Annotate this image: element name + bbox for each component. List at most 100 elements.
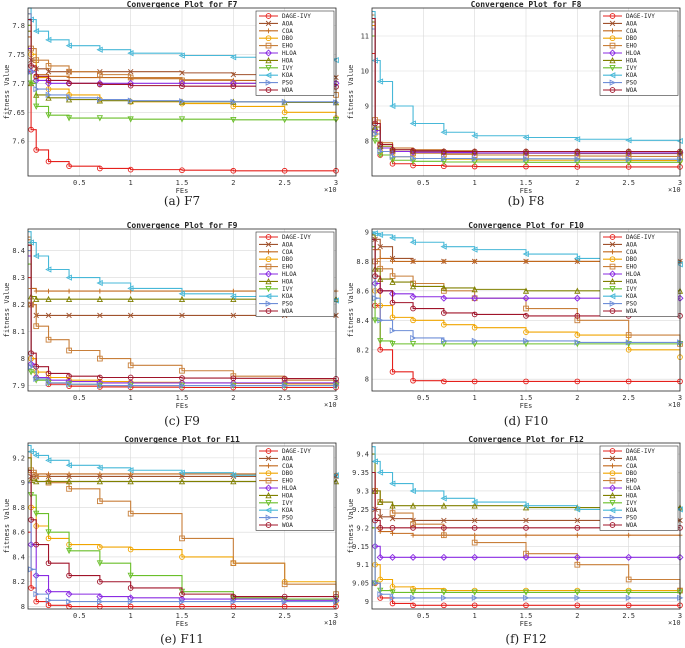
data-point xyxy=(66,312,72,319)
legend-item-hoa: HOA xyxy=(259,277,293,285)
data-point xyxy=(389,234,396,241)
y-tick-label: 7.8 xyxy=(12,22,25,30)
series-line xyxy=(372,453,680,509)
x-axis-label: FEs xyxy=(520,187,533,195)
legend-marker xyxy=(610,249,615,255)
data-point xyxy=(471,148,478,155)
y-tick-label: 9.05 xyxy=(352,580,369,588)
legend-label: DBO xyxy=(282,470,293,477)
data-point xyxy=(97,75,103,80)
data-point xyxy=(389,327,396,334)
data-point xyxy=(66,598,73,605)
y-tick-label: 9.2 xyxy=(356,524,369,532)
x-tick-label: 3 xyxy=(678,179,682,187)
legend-item-woa: WOA xyxy=(603,87,637,94)
y-tick-label: 8.8 xyxy=(12,504,25,512)
data-point xyxy=(66,94,73,101)
data-point xyxy=(389,341,396,348)
y-tick-label: 9 xyxy=(365,103,369,111)
legend-label: WOA xyxy=(282,308,293,315)
legend-label: COA xyxy=(282,249,293,256)
x-tick-label: 3 xyxy=(334,394,338,402)
series-line xyxy=(372,446,680,510)
legend-label: DBO xyxy=(626,256,637,263)
legend-label: WOA xyxy=(626,308,637,315)
y-tick-label: 8 xyxy=(365,138,369,146)
x-tick-label: 0.5 xyxy=(417,179,430,187)
legend-marker xyxy=(609,72,616,79)
legend-marker xyxy=(609,20,616,27)
data-point xyxy=(33,591,40,598)
data-point xyxy=(441,378,447,385)
data-point xyxy=(127,295,134,303)
y-tick-label: 8.6 xyxy=(356,287,369,295)
data-point xyxy=(409,487,416,495)
legend-item-hoa: HOA xyxy=(603,491,637,499)
chart-panel-f11: 8 8.2 8.4 8.6 8.8 9 9.2 0.5 1 1.5 2 2.5 3 Convergence… xyxy=(3,435,340,646)
data-point xyxy=(625,156,633,163)
data-point xyxy=(97,598,104,605)
y-tick-label: 7.65 xyxy=(8,109,25,117)
chart-title: Convergence Plot for F8 xyxy=(471,0,582,9)
data-point xyxy=(377,338,384,345)
data-point xyxy=(410,317,416,324)
data-point xyxy=(574,561,581,568)
data-point xyxy=(410,532,416,538)
data-point xyxy=(522,589,530,596)
data-point xyxy=(389,600,396,607)
data-point xyxy=(127,477,134,485)
panel-caption: (a) F7 xyxy=(164,194,200,208)
x-tick-label: 1.5 xyxy=(520,394,533,402)
data-point xyxy=(372,517,378,524)
legend-item-woa: WOA xyxy=(603,522,637,529)
legend-item-aoa: AOA xyxy=(603,20,637,27)
legend-label: COA xyxy=(626,249,637,256)
legend-item-koa: KOA xyxy=(259,507,293,514)
legend-label: PSO xyxy=(626,515,637,522)
legend-marker xyxy=(609,87,616,93)
data-point xyxy=(574,378,581,385)
legend-marker xyxy=(265,514,272,521)
legend-item-dage-ivy: DAGE-IVY xyxy=(603,448,655,455)
data-point xyxy=(574,332,581,338)
legend-label: HOA xyxy=(282,492,293,499)
legend-marker xyxy=(609,241,616,248)
legend-item-pso: PSO xyxy=(603,300,637,308)
chart-panel-f12: 9 9.05 9.1 9.15 9.2 9.25 9.3 9.35 9.4 0.5 1 1.5 2 2.5… xyxy=(347,435,684,646)
legend-label: HOA xyxy=(626,57,637,64)
data-point xyxy=(574,524,581,531)
data-point xyxy=(523,550,529,557)
data-point xyxy=(471,553,479,561)
data-point xyxy=(389,153,396,160)
data-point xyxy=(28,68,35,75)
legend-marker xyxy=(265,20,272,27)
data-point xyxy=(96,115,103,122)
legend-label: HOA xyxy=(282,278,293,285)
data-point xyxy=(441,337,448,345)
data-point xyxy=(409,283,417,290)
data-point xyxy=(388,553,397,561)
data-point xyxy=(179,382,186,389)
x-tick-label: 0.5 xyxy=(417,394,430,402)
data-point xyxy=(230,560,237,567)
data-point xyxy=(65,295,73,303)
data-point xyxy=(471,524,478,531)
series-line xyxy=(372,238,680,317)
legend-label: EHO xyxy=(626,264,637,271)
legend-label: PSO xyxy=(626,80,637,87)
data-point xyxy=(281,116,288,124)
y-tick-label: 8 xyxy=(21,355,25,363)
data-point xyxy=(46,471,51,477)
data-point xyxy=(376,231,384,239)
data-point xyxy=(573,294,581,302)
data-point xyxy=(522,287,530,294)
data-point xyxy=(440,243,447,250)
legend-marker xyxy=(265,308,272,314)
legend-label: DAGE-IVY xyxy=(626,13,655,20)
legend-label: EHO xyxy=(626,478,637,485)
legend-item-dbo: DBO xyxy=(603,256,637,263)
legend-item-eho: EHO xyxy=(259,478,293,485)
y-tick-label: 8.6 xyxy=(12,529,25,537)
data-point xyxy=(409,502,417,509)
